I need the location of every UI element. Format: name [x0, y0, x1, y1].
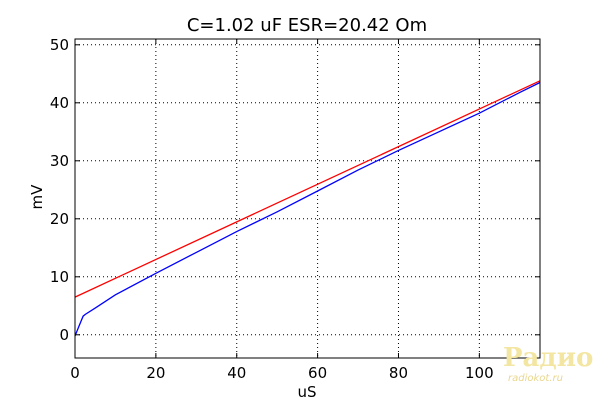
x-tick-label: 40	[227, 364, 246, 382]
y-tick-label: 40	[50, 94, 69, 112]
x-tick-label: 0	[70, 364, 80, 382]
x-axis-label: uS	[297, 383, 316, 400]
plot-frame	[74, 38, 541, 359]
series-lines	[74, 80, 541, 337]
y-tick-labels: 0 10 20 30 40 50	[50, 36, 69, 344]
chart-title: C=1.02 uF ESR=20.42 Om	[187, 15, 427, 36]
x-tick-label: 20	[146, 364, 165, 382]
watermark-logo: Радио КОТ	[503, 343, 600, 373]
y-tick-label: 10	[50, 268, 69, 286]
x-tick-label: 100	[465, 364, 494, 382]
series-line-2	[74, 80, 541, 298]
y-tick-label: 20	[50, 210, 69, 228]
grid-lines	[74, 39, 540, 358]
series-line-1	[74, 81, 541, 337]
watermark-site: radiokot.ru	[508, 373, 563, 384]
y-axis-label: mV	[28, 184, 46, 210]
axis-ticks	[74, 39, 540, 358]
watermark: Радио КОТ radiokot.ru	[503, 343, 600, 384]
x-tick-labels: 0 20 40 60 80 100	[70, 364, 493, 382]
y-tick-label: 0	[59, 326, 69, 344]
x-tick-label: 60	[308, 364, 327, 382]
y-tick-label: 50	[50, 36, 69, 54]
y-tick-label: 30	[50, 152, 69, 170]
x-tick-label: 80	[389, 364, 408, 382]
